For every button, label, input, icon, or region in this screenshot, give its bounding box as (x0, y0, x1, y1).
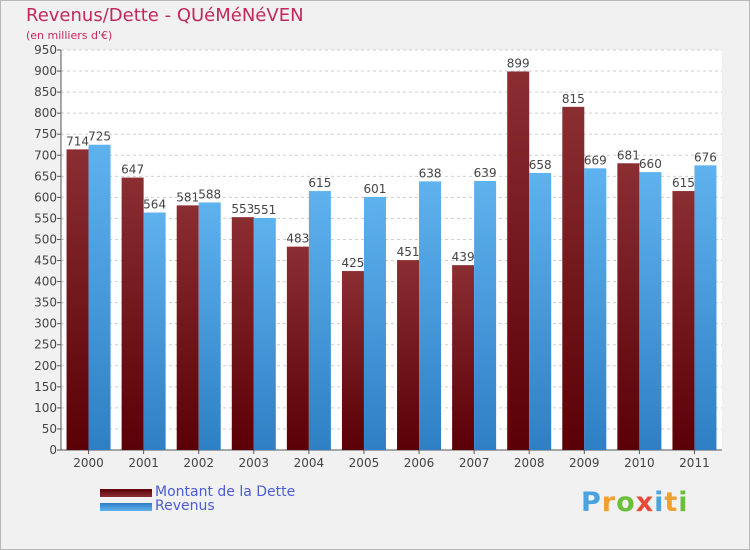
bar-dette (452, 265, 475, 450)
data-label-dette: 439 (452, 250, 475, 264)
legend-label-dette: Montant de la Dette (155, 484, 296, 500)
y-tick-label: 0 (49, 443, 57, 457)
proxiti-logo: Proxiti (581, 487, 689, 518)
x-tick-label: 2009 (569, 456, 600, 470)
data-label-dette: 581 (176, 190, 199, 204)
x-tick-label: 2001 (128, 456, 159, 470)
bar-dette (66, 149, 89, 451)
x-tick-label: 2007 (459, 456, 490, 470)
bar-dette (562, 106, 585, 450)
bar-revenus (308, 191, 331, 451)
bar-revenus (474, 180, 497, 450)
bar-dette (341, 271, 364, 450)
y-tick-label: 700 (34, 148, 57, 162)
bar-dette (231, 217, 254, 450)
y-tick-label: 750 (34, 127, 57, 141)
legend-swatch-revenus (100, 503, 152, 511)
bar-dette (121, 177, 144, 450)
bar-revenus (363, 196, 386, 450)
data-label-dette: 815 (562, 92, 585, 106)
data-label-revenus: 615 (308, 176, 331, 190)
x-tick-label: 2003 (239, 456, 270, 470)
bar-revenus (529, 172, 552, 450)
data-label-dette: 425 (342, 256, 365, 270)
y-tick-label: 550 (34, 211, 57, 225)
chart-subtitle: (en milliers d'€) (26, 29, 113, 42)
x-tick-label: 2010 (624, 456, 655, 470)
logo-letter: i (678, 487, 689, 518)
y-tick-label: 450 (34, 254, 57, 268)
data-label-revenus: 639 (474, 166, 497, 180)
y-tick-label: 200 (34, 359, 57, 373)
y-tick-label: 400 (34, 275, 57, 289)
data-label-revenus: 551 (253, 203, 276, 217)
x-tick-label: 2004 (294, 456, 325, 470)
chart-title: Revenus/Dette - QUéMéNéVEN (26, 5, 304, 26)
bar-dette (617, 163, 640, 450)
bar-revenus (584, 168, 607, 450)
legend-item-revenus: Revenus (100, 498, 420, 516)
y-tick-label: 900 (34, 64, 57, 78)
data-label-dette: 483 (286, 232, 309, 246)
bar-revenus (88, 144, 111, 450)
x-tick-label: 2011 (679, 456, 710, 470)
y-tick-label: 350 (34, 296, 57, 310)
bar-dette (397, 260, 420, 450)
x-tick-label: 2000 (73, 456, 104, 470)
y-tick-label: 600 (34, 190, 57, 204)
y-tick-label: 950 (34, 43, 57, 57)
logo-letter: o (616, 487, 636, 518)
data-label-dette: 451 (397, 245, 420, 259)
data-label-dette: 553 (231, 202, 254, 216)
bar-revenus (419, 181, 442, 451)
x-tick-label: 2006 (404, 456, 435, 470)
x-tick-label: 2008 (514, 456, 545, 470)
data-label-dette: 899 (507, 56, 530, 70)
logo-letter: r (601, 487, 617, 518)
bar-dette (672, 191, 695, 451)
data-label-dette: 681 (617, 148, 640, 162)
data-label-revenus: 658 (529, 158, 552, 172)
y-tick-label: 850 (34, 85, 57, 99)
plot-area (61, 50, 722, 450)
y-tick-label: 300 (34, 317, 57, 331)
y-tick-label: 150 (34, 380, 57, 394)
y-tick-label: 50 (42, 422, 57, 436)
y-tick-label: 250 (34, 338, 57, 352)
legend-swatch-dette (100, 489, 152, 497)
logo-letter: i (654, 487, 665, 518)
bar-dette (286, 246, 309, 450)
legend-item-dette: Montant de la Dette (100, 484, 420, 502)
bar-revenus (694, 165, 717, 451)
bar-revenus (253, 218, 276, 450)
data-label-revenus: 601 (364, 182, 387, 196)
data-label-revenus: 660 (639, 157, 662, 171)
y-tick-label: 800 (34, 106, 57, 120)
logo-letter: t (664, 487, 679, 518)
y-tick-label: 500 (34, 232, 57, 246)
data-label-revenus: 564 (143, 198, 166, 212)
bar-revenus (639, 172, 662, 450)
bar-dette (507, 71, 530, 450)
x-tick-label: 2005 (349, 456, 380, 470)
data-label-revenus: 676 (694, 150, 717, 164)
y-tick-label: 100 (34, 401, 57, 415)
data-label-dette: 714 (66, 134, 89, 148)
data-label-dette: 615 (672, 176, 695, 190)
logo-letter: x (635, 487, 655, 518)
data-label-revenus: 588 (198, 187, 221, 201)
data-label-revenus: 638 (419, 166, 442, 180)
y-tick-label: 650 (34, 169, 57, 183)
bar-dette (176, 205, 199, 450)
bar-revenus (143, 212, 166, 450)
data-label-revenus: 669 (584, 153, 607, 167)
bar-revenus (198, 202, 221, 450)
data-label-dette: 647 (121, 163, 144, 177)
legend-label-revenus: Revenus (155, 498, 215, 514)
data-label-revenus: 725 (88, 130, 111, 144)
x-tick-label: 2002 (183, 456, 214, 470)
logo-letter: P (581, 487, 602, 518)
